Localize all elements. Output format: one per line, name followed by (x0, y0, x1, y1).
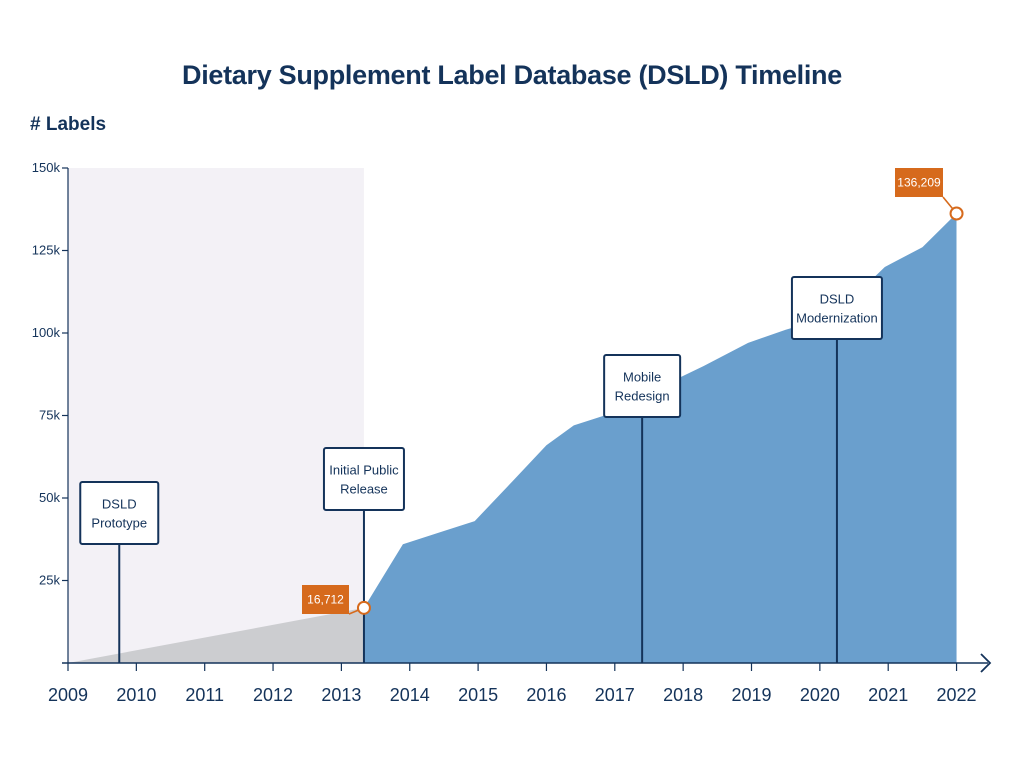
milestone-label: DSLD (102, 497, 137, 512)
y-tick-label: 50k (39, 490, 60, 505)
y-tick-label: 100k (32, 325, 61, 340)
x-tick-label: 2010 (116, 685, 156, 705)
y-tick-label: 125k (32, 243, 61, 258)
y-tick-label: 25k (39, 573, 60, 588)
callout-label: 136,209 (897, 176, 941, 190)
callout-box (895, 168, 943, 197)
pre-release-area-series (68, 607, 364, 663)
x-tick-label: 2015 (458, 685, 498, 705)
value-callout: 136,209 (895, 168, 964, 221)
milestone-box (79, 481, 160, 545)
callout-label: 16,712 (307, 593, 344, 607)
milestone-box (790, 276, 883, 340)
milestone-marker: DSLD Modernization (790, 276, 883, 663)
milestone-box (603, 354, 682, 418)
y-axis-label: # Labels (30, 114, 107, 135)
x-tick-label: 2012 (253, 685, 293, 705)
y-tick-label: 150k (32, 160, 61, 175)
x-tick-label: 2017 (595, 685, 635, 705)
x-tick-label: 2016 (526, 685, 566, 705)
milestone-label: Prototype (91, 516, 147, 531)
chart-title: Dietary Supplement Label Database (DSLD)… (182, 60, 842, 90)
milestone-label: DSLD (820, 292, 855, 307)
milestone-marker: Initial Public Release (322, 447, 405, 663)
milestone-marker: DSLD Prototype (79, 481, 160, 663)
x-tick-label: 2014 (390, 685, 430, 705)
milestone-label: Release (340, 482, 388, 497)
milestone-box (322, 447, 405, 511)
x-tick-label: 2020 (800, 685, 840, 705)
milestone-marker: Mobile Redesign (603, 354, 682, 663)
x-tick-label: 2013 (321, 685, 361, 705)
callout-box (302, 585, 349, 614)
x-tick-label: 2011 (185, 685, 224, 705)
milestone-label: Initial Public (329, 463, 399, 478)
pre-release-shaded-region (68, 168, 364, 663)
y-tick-label: 75k (39, 408, 60, 423)
milestone-label: Redesign (615, 389, 670, 404)
callout-point-marker (356, 600, 371, 615)
x-tick-label: 2021 (868, 685, 908, 705)
x-tick-label: 2019 (731, 685, 771, 705)
x-tick-label: 2018 (663, 685, 703, 705)
value-callout: 16,712 (302, 585, 371, 615)
milestone-label: Mobile (623, 370, 661, 385)
x-tick-label: 2009 (48, 685, 88, 705)
callout-point-marker (949, 206, 964, 221)
x-axis-arrow-icon (980, 653, 992, 673)
milestone-label: Modernization (796, 311, 878, 326)
x-tick-label: 2022 (937, 685, 977, 705)
